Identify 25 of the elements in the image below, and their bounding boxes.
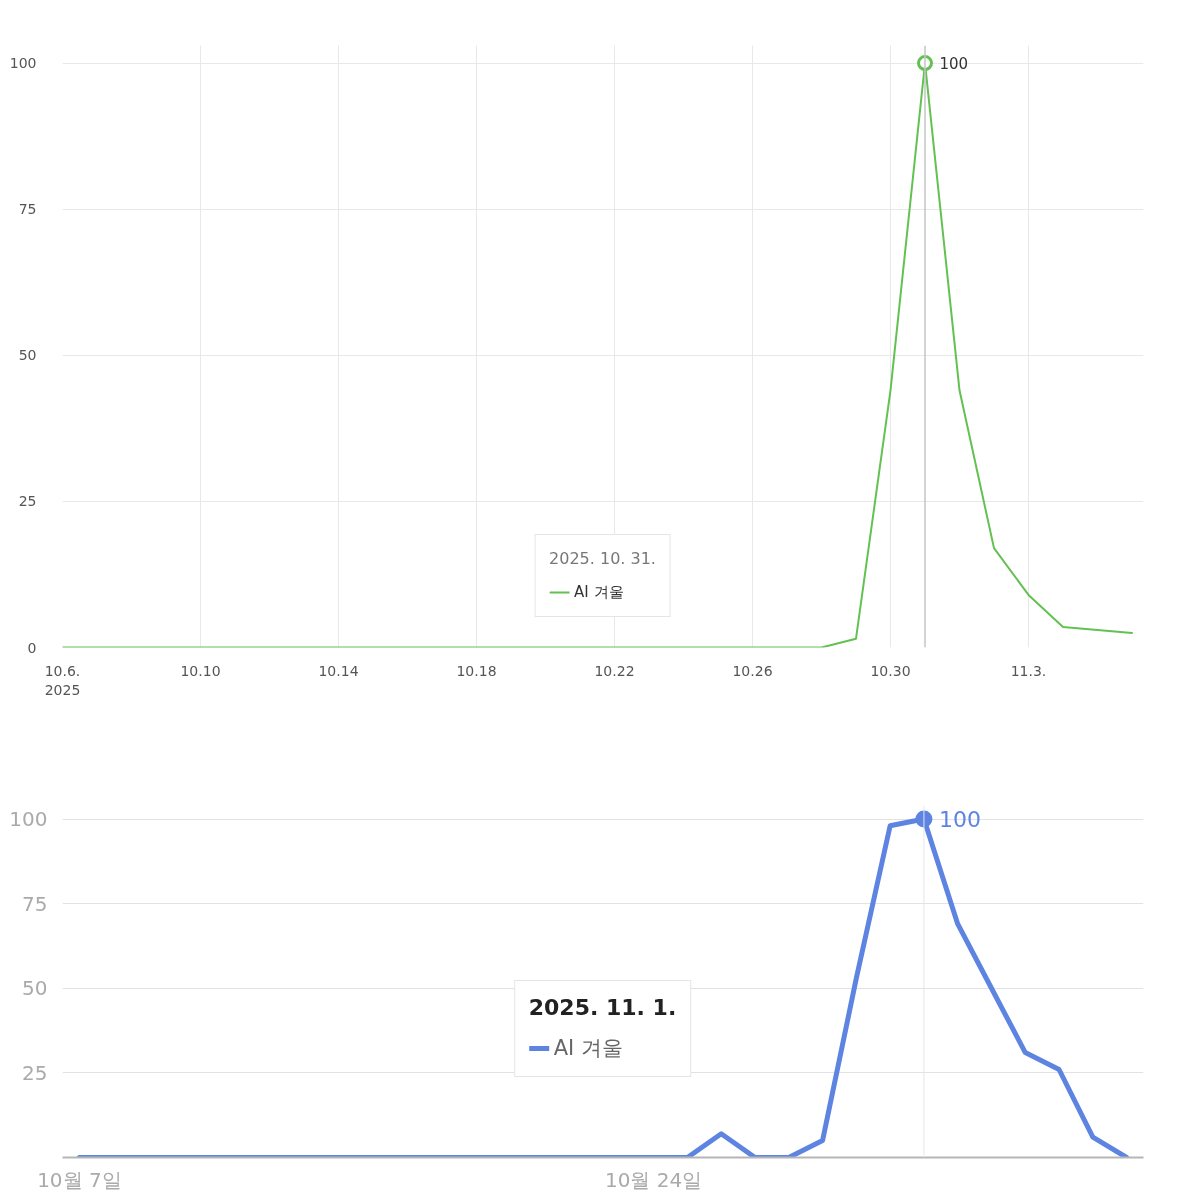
x-tick-label: 11.3. — [1010, 662, 1047, 679]
x-tick-label: 10.14 — [318, 662, 359, 679]
y-tick-label: 25 — [18, 493, 37, 510]
y-tick-label: 75 — [22, 891, 48, 916]
y-tick-label: 25 — [22, 1060, 48, 1085]
y-tick-label: 50 — [22, 976, 48, 1001]
legend-title: 2025. 10. 31. — [549, 549, 656, 568]
y-tick-label: 100 — [9, 807, 48, 832]
x-tick-label: 10월 7일 — [37, 1167, 122, 1192]
x-tick-label: 10.6. 2025 — [44, 662, 81, 698]
legend-label: AI 겨울 — [553, 1035, 623, 1062]
x-tick-label: 10.18 — [456, 662, 497, 679]
y-tick-label: 50 — [18, 347, 37, 364]
x-tick-label: 10.30 — [870, 662, 911, 679]
y-tick-label: 100 — [9, 55, 37, 72]
x-tick-label: 10.26 — [732, 662, 773, 679]
x-tick-label: 10.10 — [180, 662, 221, 679]
x-tick-label: 10.22 — [594, 662, 635, 679]
legend-label: AI 겨울 — [574, 582, 624, 602]
x-tick-label: 10월 24일 — [605, 1167, 703, 1192]
legend-title: 2025. 11. 1. — [528, 995, 677, 1020]
y-tick-label: 0 — [27, 639, 37, 656]
data-label: 100 — [938, 807, 981, 833]
y-tick-label: 75 — [18, 201, 37, 218]
data-label: 100 — [939, 55, 969, 74]
